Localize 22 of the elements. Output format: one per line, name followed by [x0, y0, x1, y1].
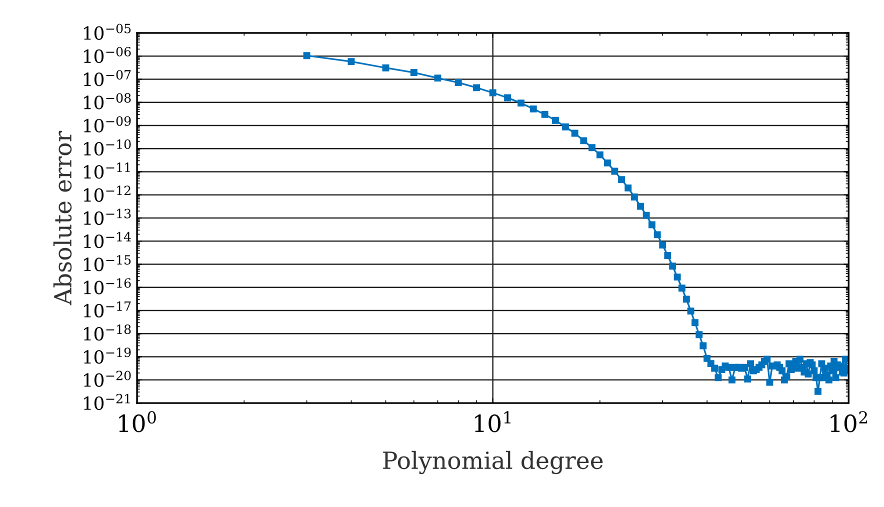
x-tick-label: 10$^{2}$	[830, 411, 868, 432]
y-tick-label: 10$^{−13}$	[84, 208, 131, 225]
y-tick-label: 10$^{−14}$	[84, 232, 131, 248]
y-tick-label: 10$^{−09}$	[84, 116, 131, 132]
y-tick-label: 10$^{−11}$	[84, 162, 130, 179]
y-tick-label: 10$^{−18}$	[84, 324, 131, 341]
y-tick-label: 10$^{−20}$	[84, 370, 131, 387]
y-tick-label: 10$^{−08}$	[84, 93, 131, 110]
y-tick-label: 10$^{−21}$	[84, 394, 130, 410]
y-tick-label: 10$^{−19}$	[84, 348, 131, 364]
y-tick-label: 10$^{−07}$	[84, 70, 131, 86]
y-tick-label: 10$^{−15}$	[84, 255, 131, 272]
y-tick-label: 10$^{−05}$	[84, 24, 131, 40]
x-axis-title: Polynomial degree	[383, 450, 603, 474]
y-tick-label: 10$^{−17}$	[84, 301, 131, 318]
y-tick-label: 10$^{−06}$	[84, 46, 131, 64]
y-axis-title: Absolute error	[53, 130, 72, 306]
y-tick-label: 10$^{−16}$	[84, 278, 131, 294]
y-tick-label: 10$^{−10}$	[84, 139, 131, 156]
x-tick-label: 10$^{0}$	[119, 411, 156, 432]
x-tick-label: 10$^{1}$	[474, 411, 510, 432]
y-tick-label: 10$^{−12}$	[84, 186, 130, 202]
